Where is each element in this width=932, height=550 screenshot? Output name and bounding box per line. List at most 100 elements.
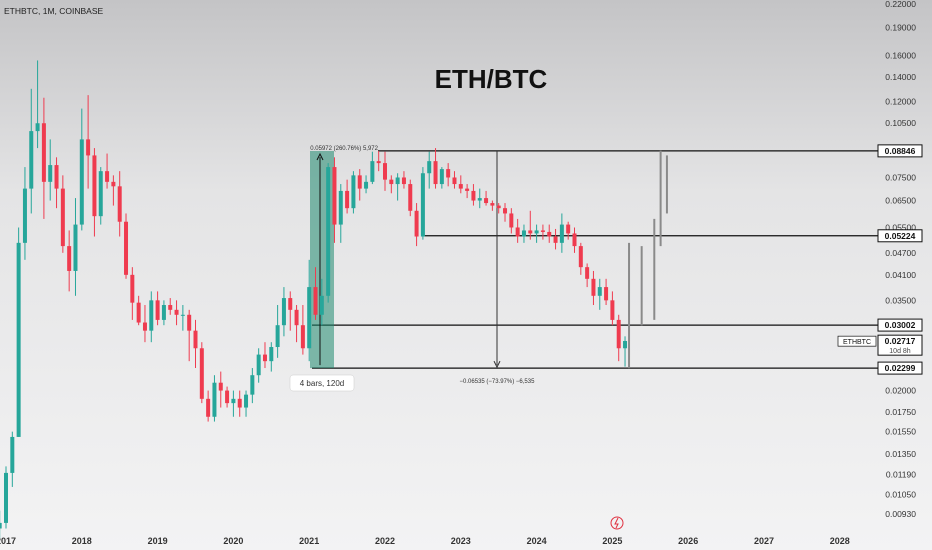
candle-body[interactable]	[111, 181, 116, 187]
candle-body[interactable]	[383, 163, 387, 180]
candle-body[interactable]	[155, 300, 160, 320]
candle-body[interactable]	[484, 198, 489, 204]
candle-body[interactable]	[22, 188, 27, 243]
candle-body[interactable]	[528, 230, 533, 234]
candle-body[interactable]	[294, 309, 299, 326]
candle-body[interactable]	[623, 340, 628, 349]
candle-body[interactable]	[439, 169, 444, 185]
candle-body[interactable]	[307, 287, 312, 349]
candle-body[interactable]	[597, 287, 602, 296]
candle-body[interactable]	[275, 325, 280, 348]
candle-body[interactable]	[10, 436, 15, 473]
candle-body[interactable]	[231, 398, 236, 404]
candle-body[interactable]	[225, 390, 230, 404]
candle-body[interactable]	[130, 274, 135, 303]
candle-body[interactable]	[503, 208, 508, 214]
candle-body[interactable]	[553, 236, 558, 243]
candle-body[interactable]	[244, 394, 249, 408]
candle-body[interactable]	[326, 167, 331, 296]
candle-body[interactable]	[578, 246, 583, 268]
candle-body[interactable]	[262, 354, 267, 362]
lightning-icon[interactable]	[610, 516, 624, 530]
candle-body[interactable]	[98, 171, 103, 217]
candle-body[interactable]	[300, 325, 305, 349]
candle-body[interactable]	[414, 210, 419, 237]
candle-body[interactable]	[92, 155, 97, 217]
candle-body[interactable]	[427, 161, 432, 174]
candle-body[interactable]	[105, 171, 110, 182]
candle-body[interactable]	[458, 184, 463, 189]
candle-body[interactable]	[237, 398, 242, 408]
candle-body[interactable]	[604, 287, 609, 301]
candle-body[interactable]	[345, 190, 350, 209]
candle-body[interactable]	[117, 186, 122, 222]
candle-body[interactable]	[490, 203, 495, 206]
candle-body[interactable]	[540, 230, 545, 232]
candle-body[interactable]	[332, 167, 337, 225]
candle-body[interactable]	[389, 179, 394, 185]
candle-body[interactable]	[67, 246, 72, 271]
candle-body[interactable]	[471, 190, 476, 201]
candle-body[interactable]	[364, 181, 369, 189]
candle-body[interactable]	[521, 230, 526, 237]
candle-body[interactable]	[616, 319, 621, 349]
candle-body[interactable]	[534, 230, 539, 234]
candle-body[interactable]	[149, 300, 154, 331]
candle-body[interactable]	[509, 213, 514, 228]
candle-body[interactable]	[86, 139, 91, 156]
candle-body[interactable]	[136, 302, 141, 323]
candle-body[interactable]	[4, 472, 8, 523]
candle-body[interactable]	[319, 295, 324, 315]
candle-body[interactable]	[433, 161, 438, 185]
candle-body[interactable]	[477, 198, 482, 201]
candle-body[interactable]	[29, 131, 34, 189]
candle-body[interactable]	[559, 224, 564, 243]
candle-body[interactable]	[250, 375, 255, 395]
candle-body[interactable]	[496, 205, 501, 209]
candle-body[interactable]	[35, 123, 40, 132]
candle-body[interactable]	[572, 233, 577, 247]
candle-body[interactable]	[566, 224, 571, 234]
candle-body[interactable]	[376, 161, 381, 164]
candle-body[interactable]	[547, 231, 552, 237]
candle-body[interactable]	[73, 224, 78, 271]
candle-body[interactable]	[212, 382, 217, 417]
candle-body[interactable]	[420, 173, 425, 237]
candle-body[interactable]	[370, 161, 375, 182]
measure-box[interactable]	[310, 150, 334, 369]
candle-body[interactable]	[41, 123, 46, 182]
candle-body[interactable]	[124, 221, 129, 275]
candle-body[interactable]	[180, 314, 185, 316]
candle-body[interactable]	[446, 169, 451, 178]
candle-body[interactable]	[142, 322, 147, 331]
candle-body[interactable]	[288, 298, 293, 310]
candle-body[interactable]	[351, 175, 356, 209]
candle-body[interactable]	[610, 300, 615, 320]
candle-body[interactable]	[54, 165, 59, 189]
candle-body[interactable]	[585, 267, 590, 279]
candle-body[interactable]	[515, 227, 520, 237]
candle-body[interactable]	[187, 314, 192, 331]
candle-body[interactable]	[401, 177, 406, 185]
candle-body[interactable]	[193, 330, 198, 349]
candle-body[interactable]	[313, 287, 318, 315]
candle-body[interactable]	[395, 177, 400, 185]
candle-body[interactable]	[0, 522, 2, 529]
candle-body[interactable]	[79, 139, 84, 225]
candle-body[interactable]	[168, 305, 173, 310]
candle-body[interactable]	[199, 348, 204, 399]
candle-body[interactable]	[16, 242, 21, 437]
candle-body[interactable]	[452, 177, 457, 185]
candle-body[interactable]	[465, 188, 470, 191]
candle-body[interactable]	[174, 309, 179, 315]
candle-body[interactable]	[269, 347, 274, 362]
candle-body[interactable]	[338, 190, 343, 225]
candle-body[interactable]	[161, 305, 166, 320]
candle-body[interactable]	[206, 398, 211, 417]
candle-body[interactable]	[60, 188, 65, 247]
candle-body[interactable]	[48, 165, 53, 182]
candle-body[interactable]	[281, 298, 286, 326]
candle-body[interactable]	[218, 382, 223, 391]
candle-body[interactable]	[256, 354, 261, 376]
